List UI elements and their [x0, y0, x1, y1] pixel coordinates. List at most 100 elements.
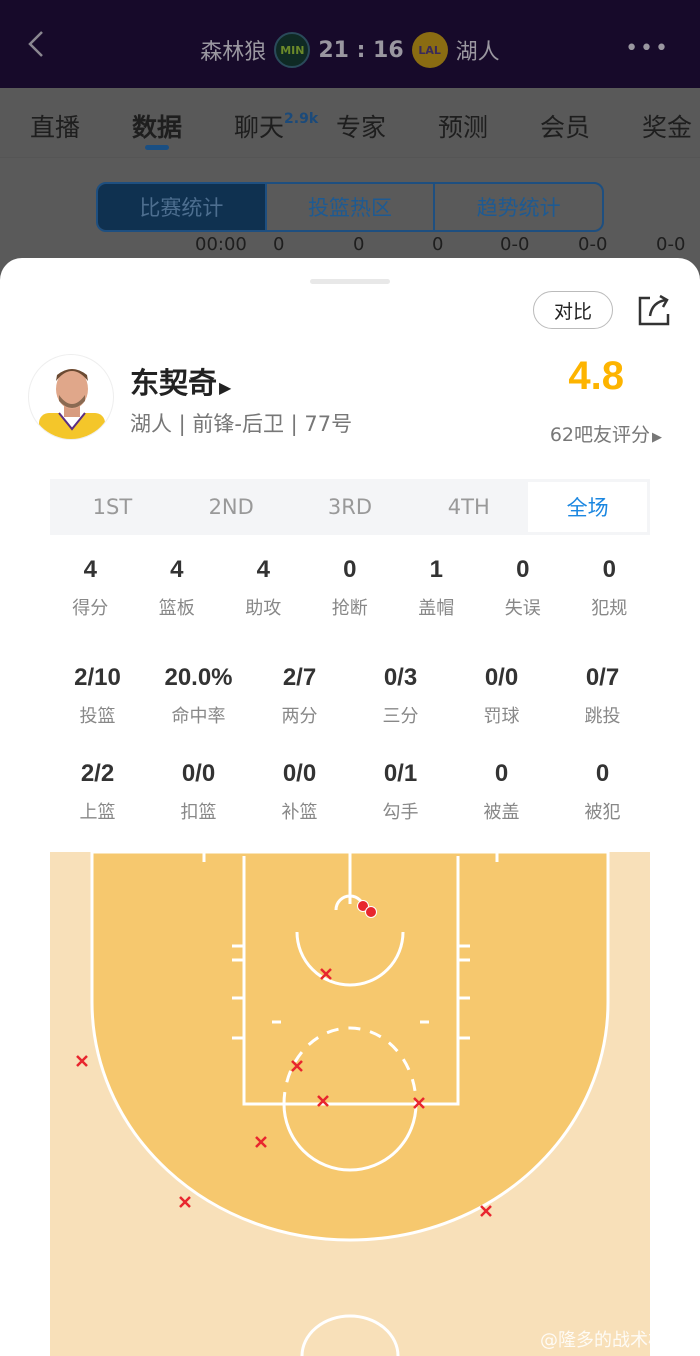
shot-type-stats-row: 2/2 上篮 0/0 扣篮 0/0 补篮 0/1 勾手 0 被盖 0 被犯: [47, 760, 653, 824]
stat-label: 失误: [504, 598, 541, 619]
stat-item: 0 犯规: [566, 556, 653, 620]
compare-button[interactable]: 对比: [533, 291, 613, 329]
period-4th[interactable]: 4TH: [447, 495, 490, 519]
stat-label: 投篮: [79, 706, 116, 727]
stat-item: 0 失误: [480, 556, 567, 620]
stat-value: 2/10: [74, 664, 121, 691]
tab-expert[interactable]: 专家: [336, 113, 387, 142]
segment-shot-zones[interactable]: 投篮热区: [264, 184, 434, 230]
shot-chart: [50, 852, 650, 1356]
share-icon[interactable]: [636, 292, 672, 328]
stat-item: 0/1 勾手: [350, 760, 451, 824]
tab-live[interactable]: 直播: [30, 113, 81, 142]
player-rating: 4.8: [568, 354, 624, 398]
background-table-row: 00:00 0 0 0 0-0 0-0 0-0: [0, 236, 700, 256]
away-team: 湖人: [455, 40, 500, 65]
stat-item: 0 抢断: [307, 556, 394, 620]
period-1st[interactable]: 1ST: [92, 495, 133, 519]
stat-item: 0 被犯: [552, 760, 653, 824]
stat-item: 2/7 两分: [249, 664, 350, 728]
segment-game-stats[interactable]: 比赛统计: [98, 184, 265, 230]
tab-bar: 直播 数据 聊天2.9k 专家 预测 会员 奖金: [0, 88, 700, 158]
stat-label: 助攻: [245, 598, 282, 619]
stat-label: 被盖: [483, 802, 520, 823]
stat-label: 得分: [72, 598, 109, 619]
missed-shot-marker: [291, 1060, 303, 1072]
stat-item: 20.0% 命中率: [148, 664, 249, 728]
stat-value: 4: [256, 556, 270, 583]
cell: 0: [273, 236, 285, 255]
stat-value: 2/7: [282, 664, 317, 691]
three-point-line: [90, 852, 610, 1242]
stat-value: 0: [494, 760, 509, 787]
stat-value: 0: [595, 760, 610, 787]
player-name[interactable]: 东契奇 ▶: [130, 366, 232, 400]
cell: 0-0: [656, 236, 686, 255]
missed-shot-marker: [320, 968, 332, 980]
stat-value: 0: [343, 556, 357, 583]
stat-label: 罚球: [483, 706, 520, 727]
stat-item: 0/0 扣篮: [148, 760, 249, 824]
stat-item: 2/2 上篮: [47, 760, 148, 824]
stat-value: 4: [83, 556, 97, 583]
stat-item: 0/7 跳投: [552, 664, 653, 728]
missed-shot-marker: [255, 1136, 267, 1148]
tab-chat[interactable]: 聊天2.9k: [234, 110, 319, 142]
cell: 0: [432, 236, 444, 255]
rating-count-link[interactable]: 62吧友评分 ▶: [549, 424, 662, 446]
stat-label: 扣篮: [180, 802, 217, 823]
stat-value: 0/0: [181, 760, 216, 787]
home-team: 森林狼: [200, 40, 267, 65]
period-selector: 1ST 2ND 3RD 4TH 全场: [50, 479, 650, 535]
watermark: @隆多的战术板: [540, 1330, 666, 1351]
caret-right-icon: ▶: [652, 430, 662, 445]
stat-item: 1 盖帽: [393, 556, 480, 620]
stat-value: 20.0%: [164, 664, 233, 691]
back-icon[interactable]: [26, 30, 46, 58]
stat-label: 上篮: [79, 802, 116, 823]
made-shot-marker: [365, 906, 377, 918]
tab-data[interactable]: 数据: [132, 113, 183, 142]
segment-trend[interactable]: 趋势统计: [433, 184, 602, 230]
player-avatar[interactable]: [28, 354, 114, 440]
period-2nd[interactable]: 2ND: [208, 495, 254, 519]
more-icon[interactable]: •••: [625, 36, 670, 61]
drag-handle[interactable]: [310, 279, 390, 284]
missed-shot-marker: [76, 1055, 88, 1067]
missed-shot-marker: [480, 1205, 492, 1217]
court-lines: [202, 852, 499, 1356]
min-logo: MIN: [274, 32, 311, 68]
tab-bonus[interactable]: 奖金: [642, 113, 693, 142]
cell: 0-0: [578, 236, 608, 255]
tab-member[interactable]: 会员: [540, 113, 591, 142]
stat-label: 补篮: [281, 802, 318, 823]
period-3rd[interactable]: 3RD: [327, 495, 373, 519]
stat-label: 被犯: [584, 802, 621, 823]
stat-value: 4: [170, 556, 184, 583]
basic-stats-row: 4 得分 4 篮板 4 助攻 0 抢断 1 盖帽 0 失误 0 犯规: [47, 556, 653, 620]
period-full-game[interactable]: 全场: [528, 482, 647, 532]
stat-label: 勾手: [382, 802, 419, 823]
stat-item: 4 助攻: [220, 556, 307, 620]
chat-count-badge: 2.9k: [284, 110, 319, 127]
score: 21 : 16: [318, 37, 404, 63]
stat-value: 1: [429, 556, 443, 583]
caret-right-icon: ▶: [219, 378, 232, 397]
stat-value: 0/0: [484, 664, 519, 691]
player-info: 湖人 | 前锋-后卫 | 77号: [130, 412, 353, 436]
made-shot-marker: [357, 900, 369, 912]
stats-segmented-control: 比赛统计 投篮热区 趋势统计: [96, 182, 604, 232]
stat-value: 0/7: [585, 664, 620, 691]
stat-item: 0/0 罚球: [451, 664, 552, 728]
stat-label: 犯规: [591, 598, 628, 619]
stat-value: 0/0: [282, 760, 317, 787]
missed-shot-marker: [317, 1095, 329, 1107]
tab-predict[interactable]: 预测: [438, 113, 489, 142]
stat-value: 0/1: [383, 760, 418, 787]
stat-item: 0/3 三分: [350, 664, 451, 728]
cell: 00:00: [195, 236, 247, 255]
stat-value: 0/3: [383, 664, 418, 691]
stat-label: 命中率: [171, 706, 226, 727]
stat-item: 2/10 投篮: [47, 664, 148, 728]
stat-label: 抢断: [331, 598, 368, 619]
